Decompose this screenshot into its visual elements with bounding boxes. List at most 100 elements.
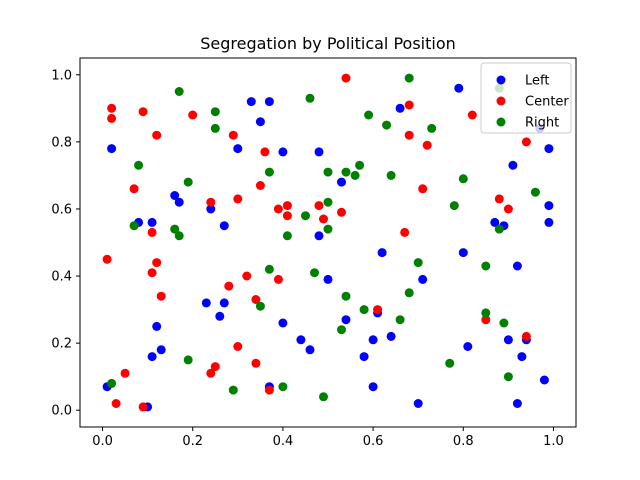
data-point [147,268,157,278]
data-point [503,335,513,345]
y-tick-label: 0.4 [51,270,72,285]
data-point [323,197,333,207]
data-point [310,268,319,278]
data-point [521,331,531,341]
data-point [418,184,428,194]
data-point [251,358,261,368]
data-point [503,204,513,214]
data-point [454,83,464,93]
data-point [337,325,346,335]
data-point [544,201,554,211]
data-point [467,110,477,120]
data-point [107,113,117,123]
data-point [319,392,328,402]
data-point [341,315,351,325]
data-point [544,144,554,154]
data-point [539,375,549,385]
data-point [152,258,162,268]
data-point [111,399,121,408]
data-point [512,261,522,271]
data-point [305,93,315,103]
data-point [400,227,410,237]
data-point [228,130,238,140]
data-point [337,207,346,217]
data-point [296,335,306,345]
data-point [255,181,265,190]
legend-label-right: Right [525,116,559,131]
y-tick-label: 0.0 [51,404,72,419]
data-point [174,231,184,241]
axes-frame [79,57,577,428]
data-point [107,144,117,154]
data-point [147,227,157,237]
legend-marker-left [496,75,506,85]
data-point [395,103,405,113]
data-point [404,73,414,83]
x-tick-label: 1.0 [543,434,564,449]
data-point [107,378,117,388]
data-point [301,211,310,221]
data-point [228,385,238,395]
data-point [278,147,288,157]
data-point [233,194,243,204]
data-point [206,368,216,378]
data-point [260,147,270,157]
data-point [323,274,333,284]
data-point [120,368,130,378]
data-point [246,97,256,107]
legend-marker-center [496,96,506,106]
data-point [156,291,166,301]
data-point [264,97,274,107]
data-point [445,358,455,368]
data-point [183,177,193,187]
data-point [129,184,139,194]
data-point [188,110,198,120]
data-point [404,288,414,298]
data-point [386,170,396,180]
data-point [147,217,157,227]
data-point [319,214,328,224]
data-point [422,140,432,150]
data-point [138,107,148,117]
data-point [314,147,324,157]
data-point [341,167,351,177]
data-point [418,274,428,284]
data-point [282,211,292,221]
y-tick-label: 0.8 [51,135,72,150]
data-point [264,264,274,274]
series-center [102,73,531,412]
x-tick-label: 0.4 [273,434,294,449]
data-point [219,298,229,308]
data-point [490,217,500,227]
data-point [368,382,378,392]
y-tick-label: 0.2 [51,337,72,352]
legend: Left Center Right [480,62,572,134]
data-point [413,399,423,408]
data-point [206,197,216,207]
data-point [255,301,265,311]
x-tick-label: 0.8 [453,434,474,449]
data-point [152,321,162,331]
data-point [152,130,162,140]
data-point [273,274,283,284]
data-point [499,318,509,328]
data-point [314,231,324,241]
y-tick-label: 1.0 [51,68,72,83]
legend-label-center: Center [525,95,569,110]
data-point [210,123,220,133]
data-point [210,107,220,117]
data-point [255,117,265,127]
data-point [404,100,414,110]
data-point [503,372,513,382]
data-point [174,197,184,207]
x-tick-label: 0.2 [182,434,203,449]
data-point [278,318,288,328]
data-point [458,248,468,258]
legend-marker-right [496,117,506,127]
plot-area [102,73,554,412]
data-point [156,345,166,355]
data-point [544,217,554,227]
data-point [138,402,148,412]
data-point [481,315,491,325]
